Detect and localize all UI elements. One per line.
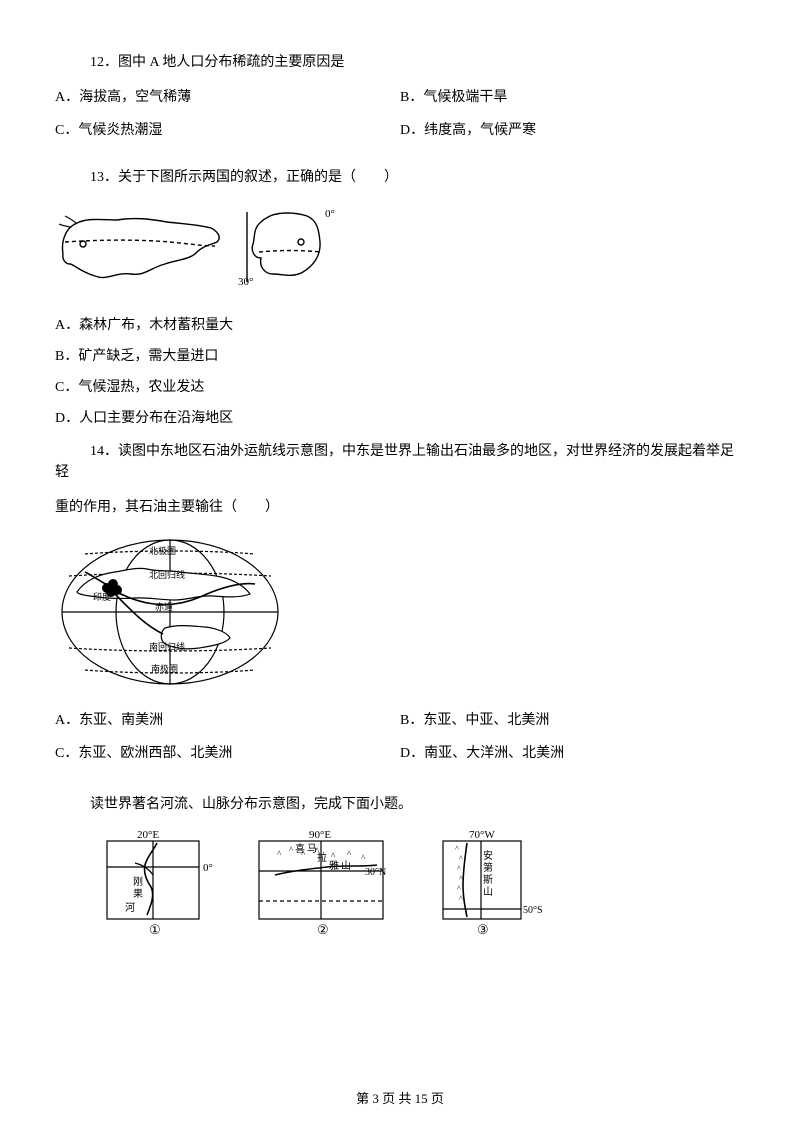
q14-para1: 14．读图中东地区石油外运航线示意图，中东是世界上输出石油最多的地区，对世界经济… [55, 441, 745, 483]
svg-text:^: ^ [361, 853, 366, 863]
svg-text:^: ^ [331, 851, 336, 861]
svg-text:喜: 喜 [295, 842, 305, 855]
q12-opt-b: B．气候极端干旱 [400, 87, 745, 108]
svg-text:山: 山 [483, 886, 493, 898]
q14-opt-a: A．东亚、南美洲 [55, 710, 400, 731]
q12-opt-d: D．纬度高，气候严寒 [400, 120, 745, 141]
q13-opt-c: C．气候湿热，农业发达 [55, 377, 745, 398]
svg-text:印度: 印度 [93, 591, 111, 602]
svg-text:②: ② [317, 922, 329, 937]
q14-options: A．东亚、南美洲 B．东亚、中亚、北美洲 C．东亚、欧洲西部、北美洲 D．南亚、… [55, 710, 745, 776]
maps-figure: 20°E 0° 刚果河 ① ^^^^^^^ 90°E 30°N 喜马拉雅山 ② [95, 827, 745, 944]
q13-lat-0: 0° [325, 208, 335, 220]
intro-text: 读世界著名河流、山脉分布示意图，完成下面小题。 [55, 794, 745, 815]
q12-opt-a: A．海拔高，空气稀薄 [55, 87, 400, 108]
q12-opt-c: C．气候炎热潮湿 [55, 120, 400, 141]
svg-text:^: ^ [347, 849, 352, 859]
svg-text:30°N: 30°N [365, 867, 386, 878]
q13-figure: 0° 30° [55, 202, 745, 297]
q13-text: 13．关于下图所示两国的叙述，正确的是（ ） [55, 167, 745, 188]
svg-text:安: 安 [483, 849, 493, 862]
svg-text:马: 马 [307, 843, 317, 855]
svg-text:^: ^ [459, 854, 463, 863]
svg-text:南极圈: 南极圈 [151, 663, 178, 674]
q14-opt-b: B．东亚、中亚、北美洲 [400, 710, 745, 731]
svg-text:^: ^ [277, 849, 282, 859]
q14-opt-d: D．南亚、大洋洲、北美洲 [400, 743, 745, 764]
svg-text:70°W: 70°W [469, 829, 495, 841]
svg-text:0°: 0° [203, 862, 213, 874]
q14-para2: 重的作用，其石油主要输往（ ） [55, 497, 745, 518]
svg-text:^: ^ [289, 845, 294, 855]
svg-text:20°E: 20°E [137, 829, 159, 841]
svg-text:果: 果 [133, 888, 143, 900]
svg-text:刚: 刚 [133, 876, 143, 888]
svg-text:^: ^ [459, 894, 463, 903]
svg-text:^: ^ [457, 884, 461, 893]
svg-text:第: 第 [483, 861, 493, 874]
svg-text:南回归线: 南回归线 [149, 641, 185, 652]
svg-text:雅: 雅 [329, 859, 339, 872]
svg-text:北极圈: 北极圈 [149, 545, 176, 556]
svg-text:斯: 斯 [483, 873, 493, 886]
svg-text:河: 河 [125, 902, 135, 914]
q12-options: A．海拔高，空气稀薄 B．气候极端干旱 C．气候炎热潮湿 D．纬度高，气候严寒 [55, 87, 745, 153]
svg-text:山: 山 [341, 860, 351, 872]
q13-lat-30: 30° [238, 276, 253, 288]
q13-opt-d: D．人口主要分布在沿海地区 [55, 408, 745, 429]
svg-text:拉: 拉 [317, 851, 327, 864]
svg-text:^: ^ [459, 874, 463, 883]
svg-text:^: ^ [455, 844, 459, 853]
svg-text:50°S: 50°S [523, 905, 543, 916]
q13-opt-a: A．森林广布，木材蓄积量大 [55, 315, 745, 336]
svg-text:①: ① [149, 922, 161, 937]
q12-text: 12．图中 A 地人口分布稀疏的主要原因是 [55, 52, 745, 73]
page-footer: 第 3 页 共 15 页 [0, 1089, 800, 1109]
q14-opt-c: C．东亚、欧洲西部、北美洲 [55, 743, 400, 764]
q13-opt-b: B．矿产缺乏，需大量进口 [55, 346, 745, 367]
q14-figure: 北极圈 北回归线 赤道 南回归线 南极圈 印度 [55, 532, 745, 692]
svg-text:③: ③ [477, 922, 489, 937]
svg-text:北回归线: 北回归线 [149, 569, 185, 580]
svg-text:^: ^ [457, 864, 461, 873]
svg-text:赤道: 赤道 [155, 601, 173, 612]
svg-text:90°E: 90°E [309, 829, 331, 841]
